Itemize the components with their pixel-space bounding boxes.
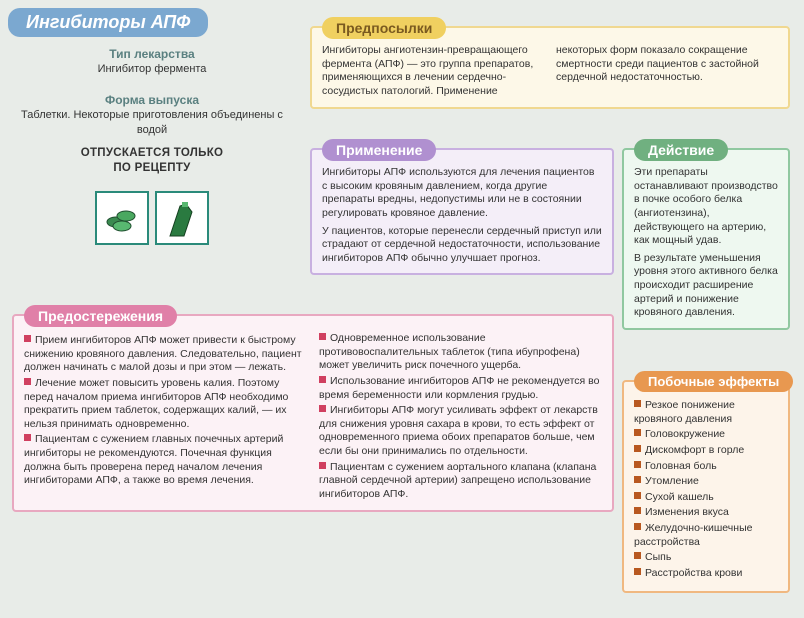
left-info-column: Тип лекарства Ингибитор фермента Форма в… [12,46,292,245]
side-effects-body: Резкое понижение кровяного давления Голов… [624,399,788,591]
bullet-icon [634,507,641,514]
warning-item: Лечение может повысить уровень калия. По… [24,377,307,432]
bullet-icon [319,333,326,340]
side-effect-item: Головная боль [634,460,778,474]
prerequisites-body: Ингибиторы ангиотензин-превращающего фер… [312,44,788,107]
side-effect-item: Желудочно-кишечные расстройства [634,522,778,549]
bullet-icon [24,378,31,385]
form-text: Таблетки. Некоторые приготовления объеди… [12,108,292,138]
side-effect-item: Утомление [634,475,778,489]
action-section: Действие Эти препараты останавливают про… [622,148,790,330]
bullet-icon [634,492,641,499]
side-effect-item: Резкое понижение кровяного давления [634,399,778,426]
bullet-icon [634,445,641,452]
warning-item: Пациентам с сужением главных почечных ар… [24,433,307,488]
prerequisites-header: Предпосылки [322,17,446,39]
application-p1: Ингибиторы АПФ используются для лечения … [322,166,602,221]
warning-item: Использование ингибиторов АПФ не рекомен… [319,375,602,402]
prescription-line2: ПО РЕЦЕПТУ [12,161,292,177]
side-effects-section: Побочные эффекты Резкое понижение кровян… [622,380,790,593]
side-effect-item: Сухой кашель [634,491,778,505]
drug-type-text: Ингибитор фермента [12,62,292,77]
warning-item: Одновременное использование противовоспа… [319,332,602,373]
application-body: Ингибиторы АПФ используются для лечения … [312,166,612,273]
side-effect-item: Расстройства крови [634,567,778,581]
bullet-icon [634,568,641,575]
action-header: Действие [634,139,728,161]
application-section: Применение Ингибиторы АПФ используются д… [310,148,614,275]
warnings-header: Предостережения [24,305,177,327]
side-effect-item: Дискомфорт в горле [634,444,778,458]
side-effect-item: Сыпь [634,551,778,565]
action-p2: В результате уменьшения уровня этого акт… [634,252,778,320]
bullet-icon [319,405,326,412]
prescription-line1: ОТПУСКАЕТСЯ ТОЛЬКО [12,146,292,162]
warning-item: Ингибиторы АПФ могут усиливать эффект от… [319,404,602,459]
bullet-icon [634,429,641,436]
bullet-icon [634,476,641,483]
bullet-icon [319,462,326,469]
form-label: Форма выпуска [12,92,292,108]
bullet-icon [634,552,641,559]
pills-icon [95,191,149,245]
prerequisites-section: Предпосылки Ингибиторы ангиотензин-превр… [310,26,790,109]
side-effects-header: Побочные эффекты [634,371,793,392]
icons-row [12,191,292,245]
bullet-icon [319,376,326,383]
bullet-icon [24,335,31,342]
warning-item: Пациентам с сужением аортального клапана… [319,461,602,502]
action-p1: Эти препараты останавливают производство… [634,166,778,248]
drug-type-label: Тип лекарства [12,46,292,62]
bullet-icon [634,523,641,530]
bullet-icon [24,434,31,441]
warnings-section: Предостережения Прием ингибиторов АПФ мо… [12,314,614,512]
action-body: Эти препараты останавливают производство… [624,166,788,328]
side-effect-item: Изменения вкуса [634,506,778,520]
application-header: Применение [322,139,436,161]
bottle-icon [155,191,209,245]
warning-item: Прием ингибиторов АПФ может привести к б… [24,334,307,375]
bullet-icon [634,400,641,407]
warnings-body: Прием ингибиторов АПФ может привести к б… [14,332,612,510]
main-title: Ингибиторы АПФ [8,8,208,37]
side-effect-item: Головокружение [634,428,778,442]
bullet-icon [634,461,641,468]
application-p2: У пациентов, которые перенесли сердечный… [322,225,602,266]
